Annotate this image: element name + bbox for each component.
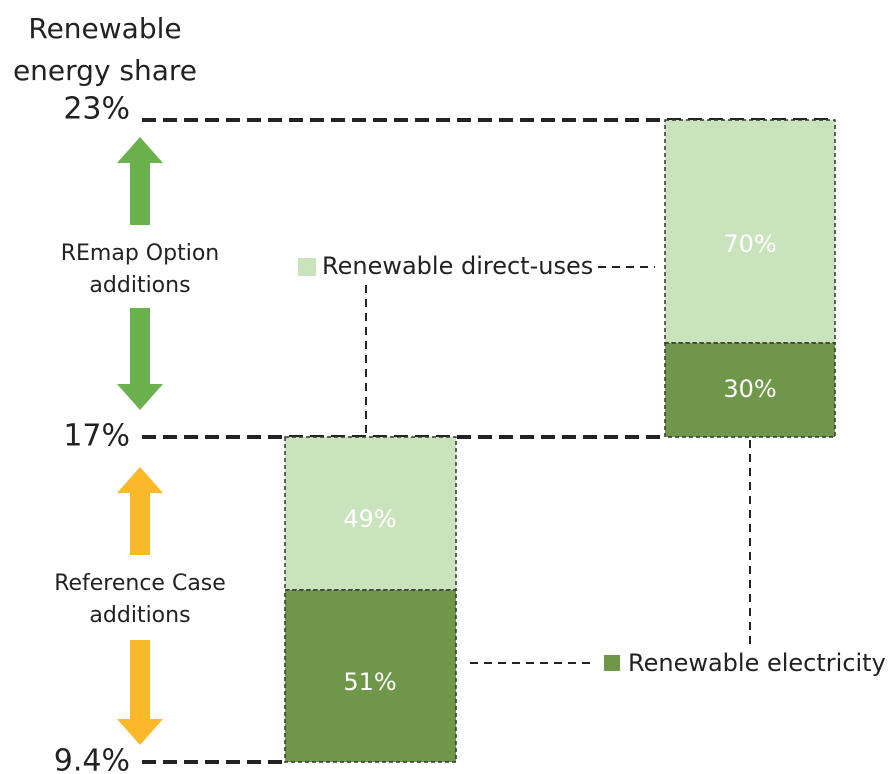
annotation: additions <box>89 603 190 628</box>
legend-label: Renewable direct-uses <box>322 252 593 280</box>
segment <box>284 436 457 591</box>
segment-label: 30% <box>723 375 776 403</box>
segment-label: 51% <box>343 668 396 696</box>
segment-label: 70% <box>723 230 776 258</box>
segment <box>284 589 457 763</box>
legend-swatch <box>298 258 316 276</box>
legend-swatch <box>604 655 620 671</box>
annotation: Reference Case <box>54 571 226 596</box>
arrow <box>117 640 163 745</box>
axis-title: Renewable <box>28 12 181 45</box>
level-label: 17% <box>63 419 130 454</box>
axis-title: energy share <box>13 54 197 87</box>
level-label: 23% <box>63 92 130 127</box>
arrow <box>117 467 163 555</box>
arrow <box>117 137 163 225</box>
arrow <box>117 308 163 410</box>
annotation: additions <box>89 273 190 298</box>
segment <box>664 342 836 438</box>
annotation: REmap Option <box>61 241 219 266</box>
legend-label: Renewable electricity <box>628 649 886 677</box>
segment-label: 49% <box>343 505 396 533</box>
level-label: 9.4% <box>54 744 130 774</box>
